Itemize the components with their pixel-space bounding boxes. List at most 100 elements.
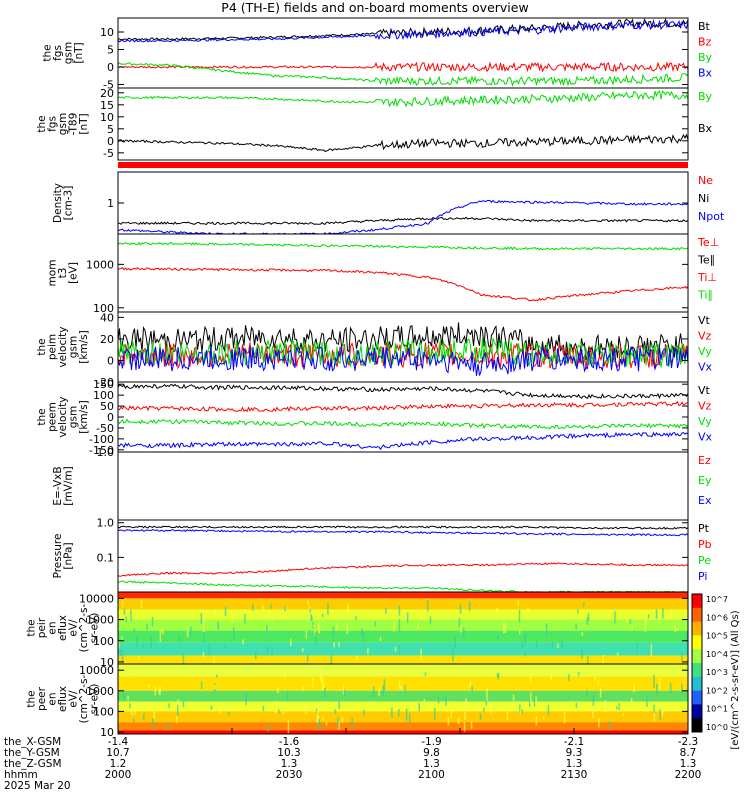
y-axis-label: velocity <box>57 396 69 437</box>
spectrogram-texture <box>524 633 526 645</box>
legend-entry: Vz <box>698 330 712 343</box>
y-tick-label: 10000 <box>79 592 114 605</box>
y-axis-label: -T89 <box>68 113 80 136</box>
spectrogram-texture <box>355 615 357 621</box>
series-line-Pi <box>117 528 689 537</box>
x-tick-label: 2000 <box>105 769 132 781</box>
spectrogram-texture <box>670 611 673 620</box>
legend-entry: Te∥ <box>697 254 715 267</box>
colorbar-segment <box>692 690 702 705</box>
spectrogram-texture <box>311 616 313 621</box>
spectrogram-texture <box>602 654 604 667</box>
spectrogram-texture <box>379 636 382 642</box>
x-row-label: hhmm <box>4 769 38 781</box>
spectrogram-texture <box>232 627 235 639</box>
spectrogram-texture <box>458 617 461 628</box>
y-tick-label: 1000 <box>86 685 114 698</box>
series-line-By <box>117 62 689 87</box>
spectrogram-texture <box>417 621 419 629</box>
spectrogram-texture <box>159 629 162 642</box>
spectrogram-texture <box>275 700 278 714</box>
spectrogram-texture <box>557 643 559 649</box>
spectrogram-texture <box>372 686 375 698</box>
spectrogram-texture <box>121 650 124 663</box>
y-axis-label: fgs <box>47 116 59 132</box>
spectrogram-texture <box>142 713 145 721</box>
y-axis-label: eV/ <box>68 619 80 637</box>
spectrogram-texture <box>213 655 215 666</box>
y-axis-label: the <box>36 408 48 425</box>
spectrogram-texture <box>609 721 611 730</box>
spectrogram-texture <box>486 688 488 701</box>
spectrogram-texture <box>125 616 127 623</box>
y-axis-label: E=-VxB <box>52 466 64 505</box>
legend-entry: Bx <box>698 122 713 135</box>
legend-entry: By <box>698 90 713 103</box>
spectrogram-texture <box>497 634 500 641</box>
spectrogram-texture <box>418 702 420 712</box>
spectrogram-texture <box>270 603 272 609</box>
spectrogram-texture <box>391 707 393 718</box>
spectrogram-texture <box>231 613 233 624</box>
panel-frame <box>117 311 689 383</box>
y-tick-label: 100 <box>93 389 114 402</box>
spectrogram-texture <box>362 631 365 643</box>
spectrogram-band <box>118 722 688 731</box>
spectrogram-texture <box>404 684 406 692</box>
spectrogram-texture <box>129 703 131 708</box>
spectrogram-texture <box>307 600 309 606</box>
spectrogram-texture <box>524 653 527 657</box>
y-tick-label: 20 <box>100 87 114 100</box>
spectrogram-texture <box>363 709 365 716</box>
x-tick-label: 9.3 <box>566 747 583 759</box>
spectrogram-texture <box>681 652 683 661</box>
spectrogram-texture <box>535 715 538 726</box>
spectrogram-texture <box>398 619 401 632</box>
spectrogram-texture <box>255 651 257 660</box>
panel-peer-eflux: 10000 1000 100 10 thepeerenefluxeV/(cm^2-s-s… <box>26 663 689 739</box>
spectrogram-texture <box>148 683 150 688</box>
spectrogram-texture <box>351 717 353 730</box>
x-tick-label: 1.3 <box>281 758 298 770</box>
y-axis-label: mom <box>47 260 59 287</box>
spectrogram-texture <box>602 697 605 702</box>
legend-entry: Vy <box>698 345 712 358</box>
spectrogram-texture <box>604 699 606 713</box>
spectrogram-band <box>118 619 688 631</box>
spectrogram-texture <box>176 715 178 724</box>
spectrogram-texture <box>318 628 321 634</box>
colorbar-segment <box>692 718 702 733</box>
spectrogram-texture <box>506 711 509 721</box>
spectrogram-texture <box>287 720 290 734</box>
spectrogram-texture <box>586 689 588 696</box>
spectrogram-texture <box>686 632 688 641</box>
spectrogram-texture <box>330 655 333 664</box>
spectrogram-texture <box>162 628 164 635</box>
spectrogram-band <box>118 701 688 712</box>
spectrogram-texture <box>317 716 320 722</box>
legend-entry: Pe <box>698 554 711 567</box>
spectrogram-band <box>118 711 688 723</box>
spectrogram-texture <box>533 699 536 707</box>
y-axis-label: t3 <box>57 268 69 279</box>
spectrogram-texture <box>598 718 600 728</box>
spectrogram-texture <box>594 677 596 682</box>
spectrogram-texture <box>469 681 472 688</box>
legend-entry: Bt <box>698 20 711 33</box>
panel-frame <box>117 663 689 735</box>
spectrogram-texture <box>178 636 180 643</box>
legend-entry: Ex <box>698 494 712 507</box>
spectrogram-texture <box>489 701 492 714</box>
y-axis-label: gsm <box>57 113 69 135</box>
series-line-Vy <box>117 418 689 430</box>
spectrogram-texture <box>133 628 136 633</box>
legend-entry: Bz <box>698 36 712 49</box>
spectrogram-texture <box>656 683 658 695</box>
spectrogram-texture <box>463 627 465 639</box>
spectrogram-texture <box>182 701 185 708</box>
spectrogram-texture <box>367 647 369 655</box>
spectrogram-texture <box>406 612 409 623</box>
spectrogram-texture <box>519 704 521 714</box>
y-tick-label: 50 <box>100 400 114 413</box>
